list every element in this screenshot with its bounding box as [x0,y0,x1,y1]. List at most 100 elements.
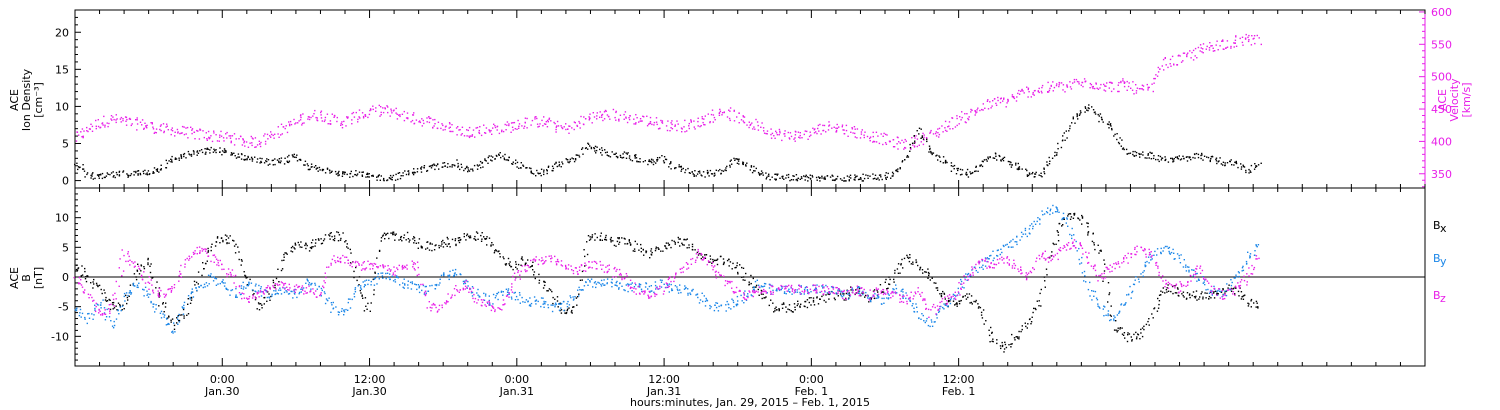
by-point [447,274,449,277]
bx-point [1158,303,1160,306]
velocity-point [560,125,562,127]
ion-density-point [1016,168,1018,170]
bx-point [645,251,647,254]
bx-point [888,276,890,278]
by-point [160,317,163,319]
bx-point [634,240,636,243]
velocity-point [799,134,801,137]
bx-point [686,247,688,249]
bx-point [1062,218,1065,220]
bx-point [158,305,160,307]
by-point [1097,305,1099,307]
bx-point [1182,291,1185,293]
by-point [1094,290,1097,293]
by-point [667,284,669,286]
bx-point [604,236,607,239]
bx-point [337,240,340,242]
bx-point [741,276,743,278]
velocity-point [267,138,269,140]
velocity-point [258,140,260,142]
bx-point [691,243,694,246]
ion-density-point [90,177,92,179]
velocity-point [1212,47,1214,49]
velocity-point [804,130,806,132]
by-point [736,295,739,298]
by-point [909,300,911,302]
velocity-point [754,128,756,130]
bx-point [685,239,687,241]
ion-density-point [276,159,279,161]
by-point [335,306,337,308]
by-point [1203,281,1205,283]
bx-point [1052,242,1054,245]
bx-point [712,258,714,261]
by-point [624,289,626,292]
ion-density-point [785,177,787,179]
by-point [525,299,528,301]
ion-density-point [78,166,81,169]
bx-point [959,300,961,302]
velocity-point [905,140,907,142]
bx-point [888,283,890,285]
velocity-point [1147,87,1149,89]
bx-point [601,239,603,241]
ion-density-point [326,168,329,170]
bx-point [81,265,83,267]
velocity-point [671,123,673,126]
velocity-point [301,124,303,126]
ion-density-point [543,171,545,173]
velocity-point [646,125,649,127]
velocity-point [1256,34,1258,37]
bx-point [1004,341,1006,343]
bx-point [928,272,930,275]
by-point [1217,289,1219,292]
velocity-point [784,135,786,137]
bx-point [197,271,200,273]
ion-density-point [783,178,785,180]
by-point [858,290,861,292]
ion-density-point [1160,159,1163,161]
bx-point [93,278,95,281]
ion-density-point [86,172,89,174]
by-point [939,308,941,310]
by-point [132,282,135,285]
velocity-point [923,134,925,136]
bx-point [1214,290,1217,292]
bx-point [1213,297,1216,299]
bx-point [125,294,127,297]
ion-density-point [412,173,415,176]
by-point [965,273,967,275]
by-point [842,294,845,297]
bx-point [95,282,98,285]
by-point [1012,246,1014,248]
bx-point [211,243,213,245]
velocity-point [1002,100,1004,102]
bx-point [834,298,836,301]
bx-point [1086,222,1088,224]
velocity-point [1104,90,1107,92]
by-point [560,302,563,305]
velocity-point [1135,92,1138,94]
bx-point [1067,215,1069,217]
bx-point [512,268,514,271]
by-point [1124,304,1126,306]
velocity-point [289,124,291,127]
velocity-point [1141,88,1144,90]
by-point [149,293,151,296]
velocity-point [285,125,287,127]
by-point [381,275,384,277]
bx-point [556,296,559,298]
bx-point [634,250,636,252]
bx-point [1192,291,1195,293]
velocity-point [1072,82,1074,84]
ion-density-point [91,173,93,175]
by-point [454,272,456,274]
ion-density-point [434,168,436,171]
velocity-point [1058,84,1060,86]
by-point [1083,270,1086,273]
velocity-point [1080,84,1082,86]
velocity-point [504,123,506,126]
by-point [173,322,175,324]
by-point [205,282,208,284]
velocity-point [836,123,838,126]
